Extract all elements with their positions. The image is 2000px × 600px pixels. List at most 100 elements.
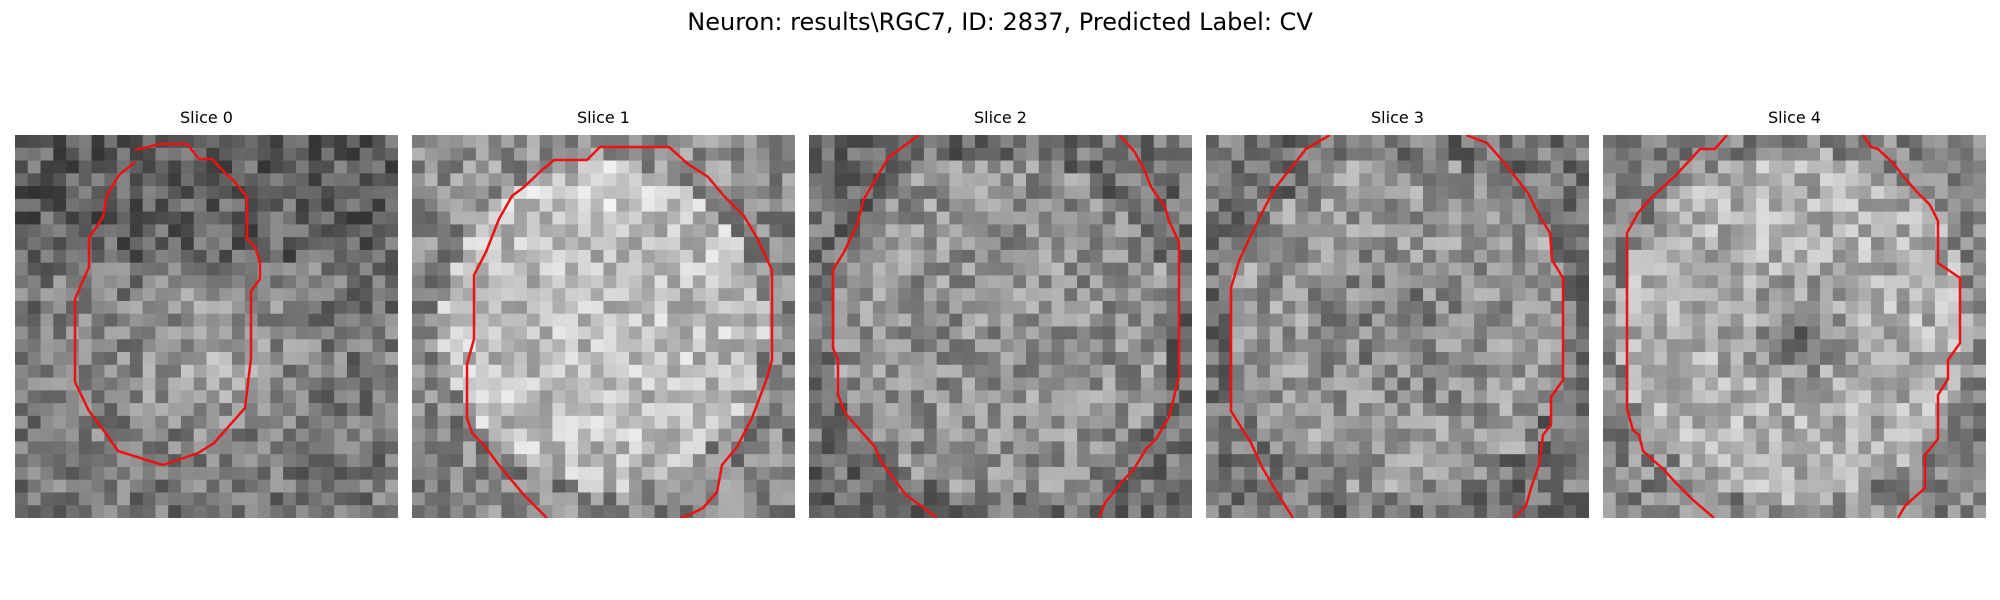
pixel-tile — [1550, 211, 1565, 225]
pixel-tile — [1768, 339, 1783, 353]
pixel-tile — [244, 135, 259, 149]
pixel-tile — [911, 441, 925, 455]
pixel-tile — [1781, 479, 1796, 494]
pixel-tile — [565, 403, 579, 417]
pixel-tile — [270, 173, 284, 187]
pixel-tile — [1115, 237, 1129, 251]
pixel-tile — [1692, 352, 1706, 366]
pixel-tile — [129, 249, 144, 264]
pixel-tile — [1231, 390, 1245, 404]
pixel-tile — [91, 275, 105, 289]
pixel-tile — [847, 479, 861, 494]
pixel-tile — [577, 403, 592, 417]
pixel-tile — [1282, 249, 1296, 264]
pixel-tile — [257, 479, 271, 494]
pixel-tile — [667, 505, 681, 518]
pixel-tile — [974, 454, 989, 468]
pixel-tile — [577, 479, 592, 494]
pixel-tile — [463, 492, 477, 506]
pixel-tile — [680, 377, 694, 391]
pixel-tile — [1308, 403, 1322, 417]
pixel-tile — [1384, 147, 1399, 162]
pixel-tile — [1231, 352, 1245, 366]
pixel-tile — [526, 135, 541, 149]
pixel-tile — [1832, 237, 1847, 251]
pixel-tile — [501, 186, 515, 200]
pixel-tile — [1820, 441, 1834, 455]
pixel-tile — [1064, 275, 1078, 289]
pixel-tile — [923, 454, 938, 468]
pixel-tile — [1499, 186, 1513, 200]
pixel-tile — [1140, 326, 1155, 340]
pixel-tile — [1320, 415, 1335, 430]
pixel-tile — [104, 479, 118, 494]
pixel-tile — [1692, 211, 1706, 225]
pixel-tile — [539, 135, 554, 149]
pixel-tile — [782, 505, 795, 518]
pixel-tile — [577, 249, 592, 264]
pixel-tile — [1333, 198, 1348, 213]
pixel-tile — [1410, 186, 1424, 200]
pixel-tile — [1333, 224, 1348, 238]
pixel-tile — [501, 160, 515, 174]
pixel-tile — [1089, 173, 1104, 187]
pixel-tile — [1537, 237, 1552, 251]
pixel-tile — [270, 288, 284, 302]
pixel-tile — [1537, 135, 1552, 149]
pixel-tile — [962, 224, 976, 238]
pixel-tile — [283, 147, 297, 162]
pixel-tile — [1794, 352, 1808, 366]
pixel-tile — [1871, 224, 1885, 238]
pixel-tile — [1666, 492, 1681, 506]
pixel-tile — [155, 428, 169, 442]
pixel-tile — [104, 249, 118, 264]
pixel-tile — [885, 403, 899, 417]
pixel-tile — [346, 313, 361, 328]
pixel-tile — [1346, 339, 1360, 353]
pixel-tile — [359, 377, 374, 391]
pixel-tile — [91, 390, 105, 404]
pixel-tile — [1679, 237, 1693, 251]
pixel-tile — [847, 135, 861, 149]
pixel-tile — [244, 186, 259, 200]
pixel-tile — [898, 339, 912, 353]
pixel-tile — [372, 505, 386, 518]
pixel-tile — [680, 224, 694, 238]
pixel-tile — [590, 313, 605, 328]
pixel-tile — [1947, 198, 1962, 213]
pixel-tile — [1486, 492, 1501, 506]
pixel-tile — [193, 198, 208, 213]
pixel-tile — [359, 249, 374, 264]
pixel-tile — [1960, 211, 1974, 225]
pixel-tile — [1576, 186, 1589, 200]
pixel-tile — [1781, 326, 1796, 340]
pixel-tile — [1717, 390, 1732, 404]
pixel-tile — [359, 479, 374, 494]
pixel-tile — [66, 364, 80, 379]
pixel-tile — [821, 390, 836, 404]
pixel-tile — [923, 352, 938, 366]
pixel-tile — [1845, 186, 1859, 200]
pixel-tile — [1705, 288, 1719, 302]
pixel-tile — [1486, 339, 1501, 353]
pixel-tile — [463, 198, 477, 213]
pixel-tile — [885, 326, 899, 340]
pixel-tile — [692, 390, 707, 404]
pixel-tile — [923, 300, 938, 315]
pixel-tile — [1231, 173, 1245, 187]
pixel-tile — [359, 237, 374, 251]
pixel-tile — [346, 339, 361, 353]
pixel-tile — [1384, 173, 1399, 187]
pixel-tile — [1960, 173, 1974, 187]
pixel-tile — [1563, 415, 1577, 430]
pixel-tile — [1244, 364, 1258, 379]
pixel-tile — [1244, 160, 1258, 174]
pixel-tile — [654, 415, 668, 430]
pixel-tile — [1359, 403, 1373, 417]
pixel-tile — [308, 288, 322, 302]
pixel-tile — [565, 390, 579, 404]
pixel-tile — [53, 466, 67, 481]
pixel-tile — [142, 300, 157, 315]
pixel-tile — [437, 173, 451, 187]
pixel-tile — [1218, 249, 1233, 264]
